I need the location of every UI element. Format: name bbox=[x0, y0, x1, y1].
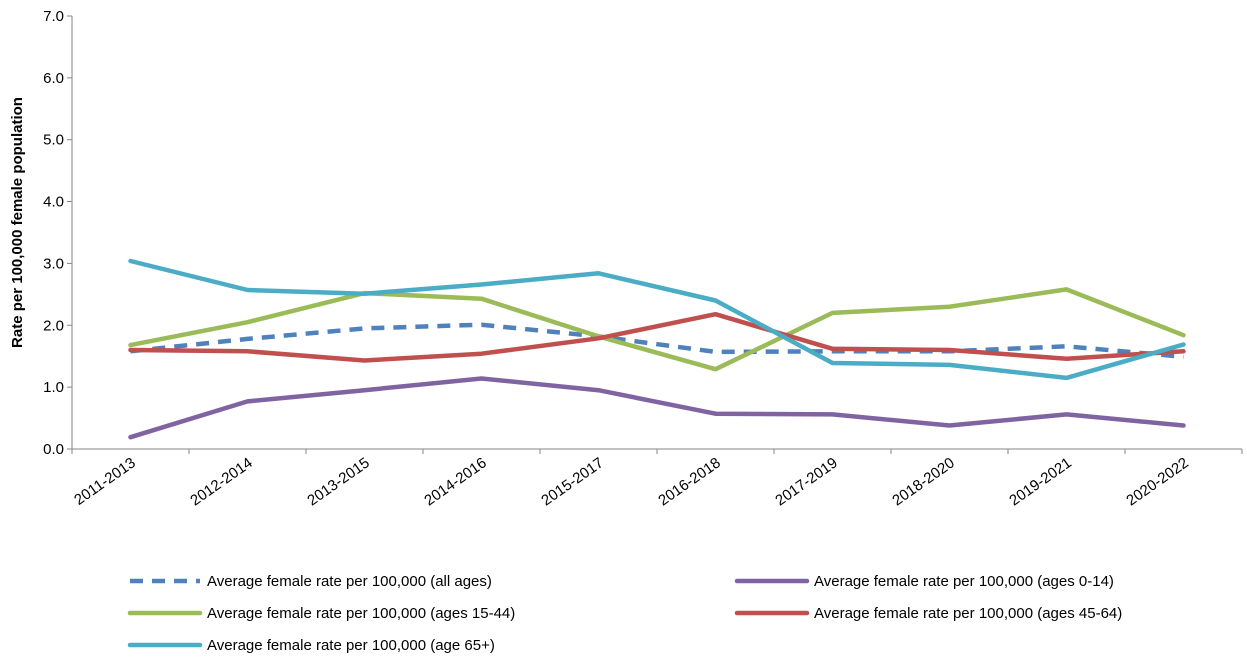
x-tick-label: 2013-2015 bbox=[304, 454, 373, 509]
y-tick-label: 3.0 bbox=[43, 255, 64, 272]
y-tick-label: 1.0 bbox=[43, 379, 64, 396]
y-axis-title: Rate per 100,000 female population bbox=[9, 97, 26, 348]
y-tick-label: 7.0 bbox=[43, 8, 64, 25]
legend: Average female rate per 100,000 (all age… bbox=[127, 573, 1122, 654]
y-tick-label: 0.0 bbox=[43, 441, 64, 458]
series-line-3 bbox=[128, 311, 1186, 363]
x-tick-label: 2019-2021 bbox=[1006, 454, 1075, 509]
y-tick-label: 4.0 bbox=[43, 194, 64, 211]
x-tick-label: 2016-2018 bbox=[655, 454, 724, 509]
x-tick-label: 2011-2013 bbox=[71, 454, 139, 508]
legend-label-1: Average female rate per 100,000 (ages 0-… bbox=[814, 573, 1114, 590]
x-tick-label: 2020-2022 bbox=[1123, 454, 1192, 509]
legend-label-0: Average female rate per 100,000 (all age… bbox=[207, 573, 492, 590]
legend-label-4: Average female rate per 100,000 (age 65+… bbox=[207, 637, 495, 654]
legend-label-3: Average female rate per 100,000 (ages 45… bbox=[814, 605, 1122, 622]
series-line-1 bbox=[128, 376, 1186, 440]
series-line-2 bbox=[128, 287, 1186, 372]
x-tick-label: 2014-2016 bbox=[421, 454, 490, 509]
series-line-4 bbox=[128, 258, 1186, 381]
y-tick-label: 2.0 bbox=[43, 317, 64, 334]
y-tick-label: 6.0 bbox=[43, 70, 64, 87]
series-line-0 bbox=[130, 322, 1184, 360]
series-lines bbox=[128, 258, 1186, 440]
axes: 0.0 1.0 2.0 3.0 4.0 5.0 6.0 7.0 2011-2013 2012-20… bbox=[9, 8, 1243, 509]
legend-label-2: Average female rate per 100,000 (ages 15… bbox=[207, 605, 515, 622]
x-tick-label: 2015-2017 bbox=[538, 454, 607, 509]
y-tick-label: 5.0 bbox=[43, 132, 64, 149]
x-tick-label: 2017-2019 bbox=[772, 454, 841, 509]
x-tick-label: 2018-2020 bbox=[889, 454, 958, 509]
x-tick-label: 2012-2014 bbox=[187, 454, 256, 509]
